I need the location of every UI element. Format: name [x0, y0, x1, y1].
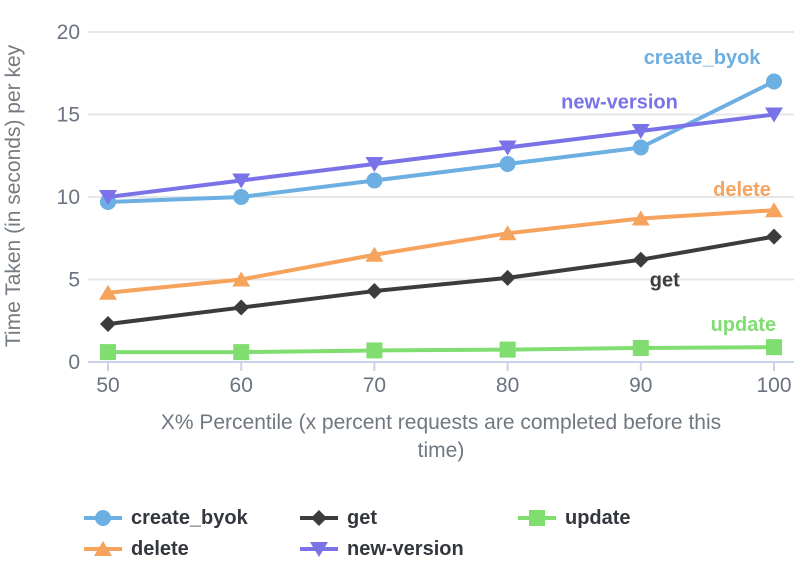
series-marker-update-icon	[366, 342, 383, 359]
x-axis-title-line1: X% Percentile (x percent requests are co…	[160, 411, 722, 434]
y-tick-label: 0	[68, 351, 80, 374]
series-marker-delete-icon	[765, 202, 783, 218]
series-marker-get-icon	[499, 269, 516, 286]
legend-item-new-version[interactable]: new-version	[300, 535, 518, 563]
legend-marker-shape	[529, 510, 545, 526]
y-axis-title: Time Taken (in seconds) per key	[2, 44, 25, 347]
series-marker-delete-icon	[631, 210, 650, 226]
series-line-new-version	[106, 112, 776, 199]
series-label-new-version: new-version	[561, 91, 678, 113]
series-marker-new-version-icon	[99, 190, 117, 205]
legend-label: delete	[131, 537, 189, 560]
y-tick-label: 5	[68, 269, 80, 292]
series-marker-create_byok-icon	[366, 172, 383, 189]
series-marker-get-icon	[100, 316, 116, 333]
series-line-create_byok	[106, 79, 776, 204]
legend-marker-shape	[95, 510, 111, 526]
series-marker-new-version-icon	[232, 173, 251, 189]
series-label-update: update	[711, 314, 777, 336]
series-marker-delete-icon	[232, 271, 251, 287]
series-line-delete	[106, 208, 776, 295]
series-marker-new-version-icon	[765, 107, 783, 123]
legend-item-delete[interactable]: delete	[84, 535, 300, 563]
series-marker-get-icon	[366, 283, 383, 300]
series-line-update	[106, 345, 776, 355]
series-label-create_byok: create_byok	[644, 47, 762, 69]
x-tick-label: 80	[496, 374, 519, 397]
series-marker-get-icon	[233, 299, 250, 316]
y-tick-label: 10	[57, 186, 80, 209]
legend-marker-shape	[311, 510, 327, 526]
series-marker-new-version-icon	[631, 124, 650, 139]
x-axis-title-line2: time)	[417, 438, 465, 462]
legend-marker-shape	[94, 541, 112, 556]
x-tick-label: 50	[96, 374, 119, 397]
legend-item-create_byok[interactable]: create_byok	[84, 504, 300, 532]
series-marker-get-icon	[766, 228, 782, 245]
legend-marker-triangle-up-icon	[84, 541, 122, 556]
series-marker-get-icon	[632, 251, 649, 268]
series-marker-delete-icon	[498, 225, 517, 241]
legend-label: new-version	[347, 537, 464, 560]
legend-marker-square-icon	[518, 510, 556, 526]
y-tick-label: 20	[57, 21, 80, 44]
series-marker-delete-icon	[99, 284, 117, 300]
series-marker-update-icon	[233, 344, 250, 361]
series-marker-new-version-icon	[498, 140, 517, 156]
series-marker-update-icon	[632, 339, 649, 356]
series-marker-new-version-icon	[365, 157, 384, 172]
series-line-get	[106, 234, 776, 327]
legend-label: update	[565, 506, 631, 529]
series-marker-update-icon	[499, 341, 516, 358]
series-label-get: get	[650, 270, 680, 292]
series-marker-create_byok-icon	[499, 156, 516, 172]
legend-marker-triangle-down-icon	[300, 542, 338, 557]
legend-marker-shape	[310, 542, 328, 557]
legend-label: create_byok	[131, 506, 248, 529]
x-tick-label: 70	[363, 374, 386, 397]
legend-item-get[interactable]: get	[300, 504, 518, 532]
series-marker-delete-icon	[365, 246, 384, 262]
legend-marker-circle-icon	[84, 510, 122, 526]
series-marker-create_byok-icon	[766, 73, 782, 90]
series-marker-create_byok-icon	[233, 189, 250, 205]
legend-label: get	[347, 506, 377, 529]
series-marker-update-icon	[100, 344, 116, 361]
x-tick-label: 60	[230, 374, 253, 397]
series-marker-create_byok-icon	[632, 139, 649, 156]
legend: create_byok get update delete new-version	[84, 504, 631, 563]
x-tick-label: 90	[629, 374, 652, 397]
y-tick-label: 15	[57, 104, 80, 127]
series-marker-update-icon	[766, 339, 782, 356]
legend-item-update[interactable]: update	[518, 504, 631, 532]
x-axis-title: X% Percentile (x percent requests are co…	[80, 409, 802, 464]
plot-area: 50 60 70 80 90 100 0 5 10 15 20 Time Taken (in seco…	[2, 21, 794, 397]
legend-marker-diamond-icon	[300, 510, 338, 526]
x-tick-label: 100	[756, 374, 791, 397]
series-label-delete: delete	[713, 179, 771, 201]
